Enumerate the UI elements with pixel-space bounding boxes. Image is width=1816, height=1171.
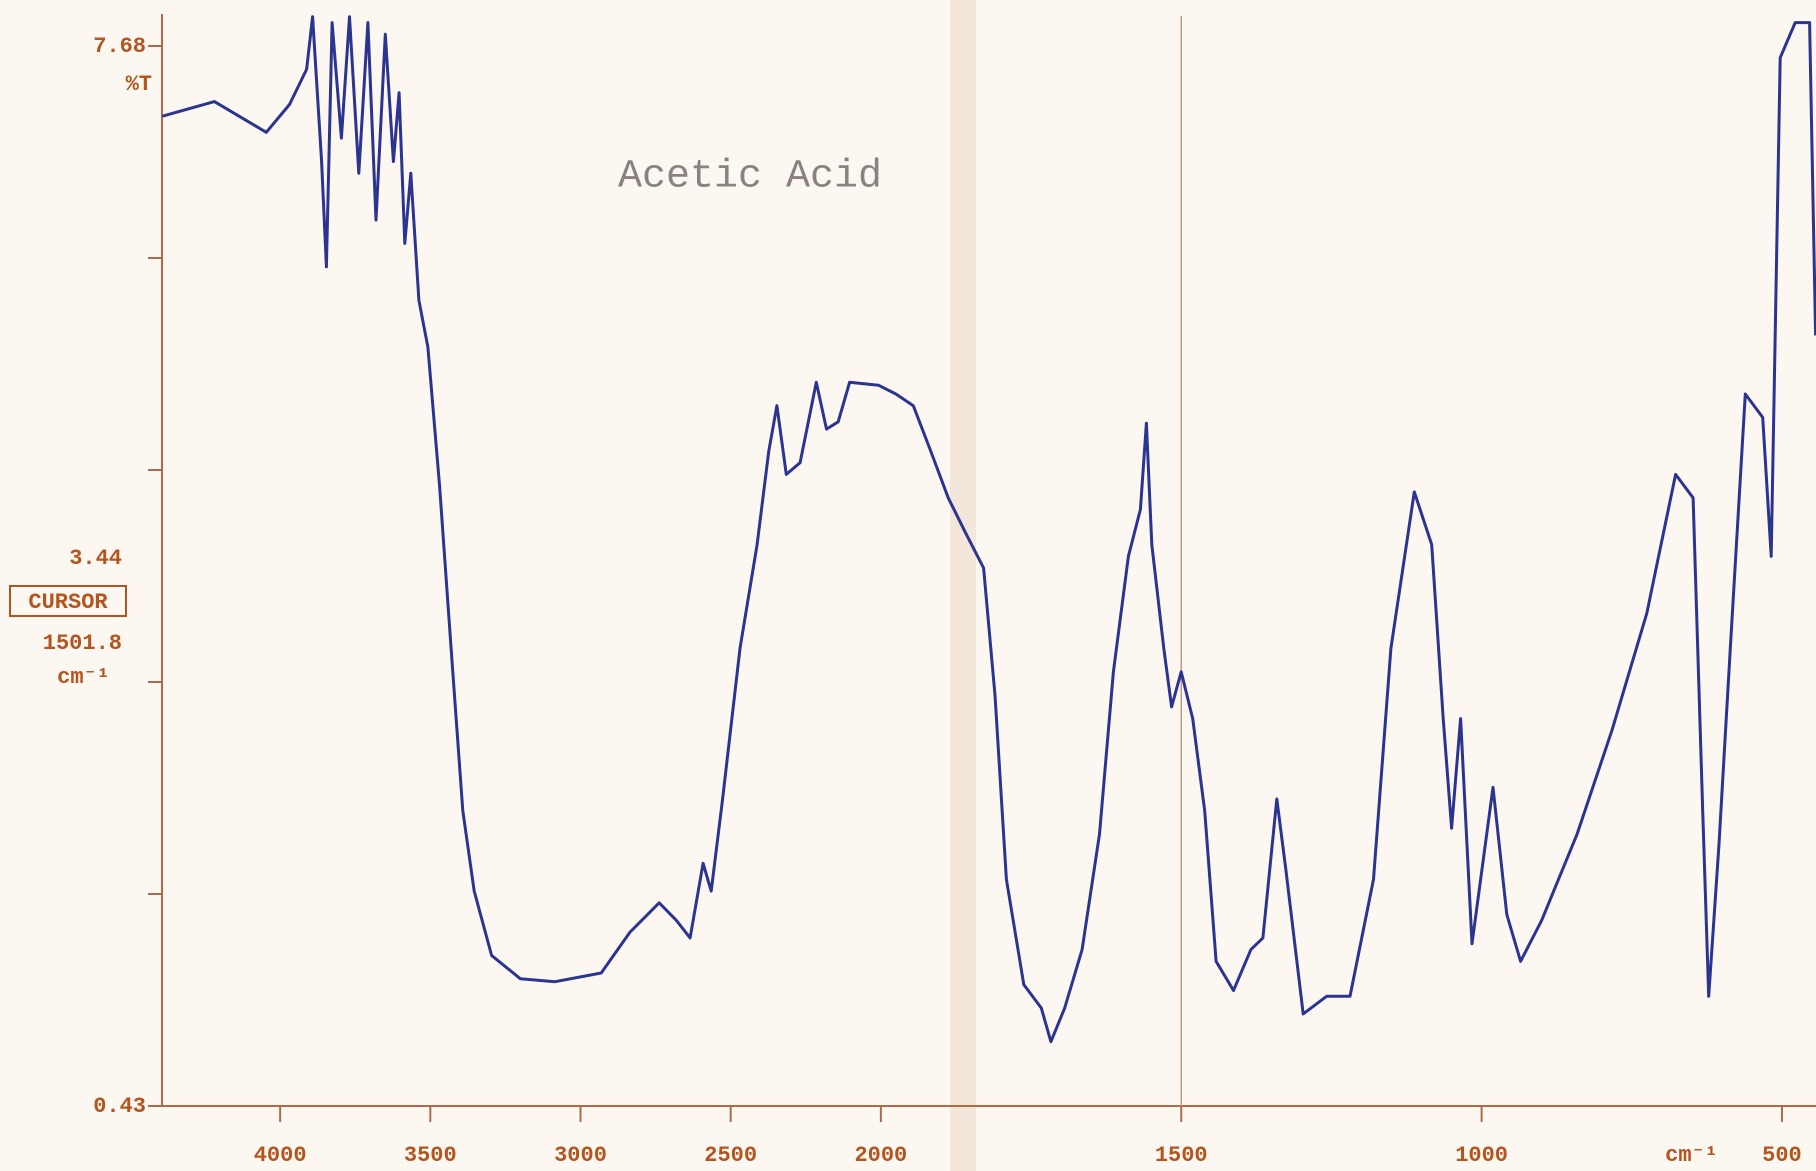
cursor-label: CURSOR: [28, 590, 108, 615]
y-tick-label: 7.68: [93, 34, 146, 59]
chart-title: Acetic Acid: [618, 155, 882, 200]
x-tick-label: 2500: [704, 1143, 757, 1168]
x-tick-label: 500: [1762, 1143, 1802, 1168]
spectrum-line: [161, 15, 1816, 1044]
y-axis-label: %T: [126, 72, 152, 97]
cursor-position: 1501.8: [43, 631, 122, 656]
x-tick-label: 4000: [254, 1143, 307, 1168]
paper-crease: [950, 0, 976, 1171]
cursor-box: [9, 585, 127, 617]
x-tick-label: 1500: [1155, 1143, 1208, 1168]
x-tick-label: 3000: [554, 1143, 607, 1168]
x-tick-label: 3500: [404, 1143, 457, 1168]
cursor-unit: cm⁻¹: [57, 665, 110, 690]
y-tick-label: 0.43: [93, 1094, 146, 1119]
cursor-value: 3.44: [69, 546, 122, 571]
x-tick-label: 1000: [1455, 1143, 1508, 1168]
x-axis-unit: cm⁻¹: [1665, 1143, 1718, 1168]
x-tick-label: 2000: [854, 1143, 907, 1168]
